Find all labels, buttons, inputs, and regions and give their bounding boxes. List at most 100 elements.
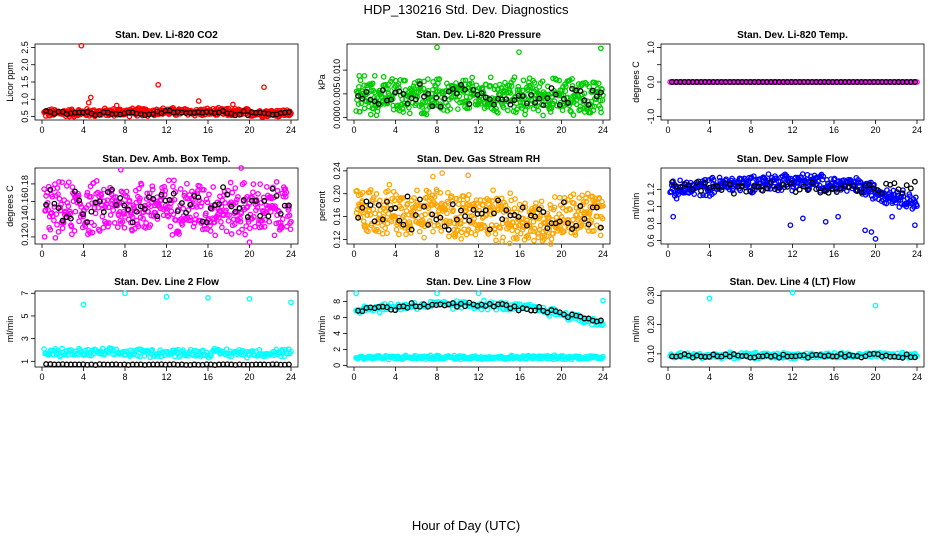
x-tick-label: 16 [829, 372, 839, 382]
data-point [461, 87, 467, 94]
data-point [55, 191, 61, 197]
overlay-point [47, 186, 54, 193]
overlay-point [72, 188, 78, 195]
overlay-point [141, 206, 148, 213]
outlier-point [353, 290, 359, 297]
data-point [514, 235, 520, 242]
data-point [203, 196, 210, 203]
data-point [691, 191, 698, 197]
data-point [447, 218, 454, 225]
overlay-point [43, 201, 50, 208]
x-tick-label: 12 [787, 249, 797, 259]
data-point [234, 196, 240, 203]
data-point [51, 217, 57, 224]
data-point [403, 208, 410, 214]
data-point [512, 223, 519, 230]
data-point [56, 179, 62, 185]
data-point [514, 106, 520, 113]
data-point [204, 199, 211, 206]
data-point [58, 201, 64, 208]
data-point [286, 212, 293, 219]
data-point [241, 180, 247, 186]
data-point [47, 226, 54, 233]
data-point [437, 189, 444, 196]
data-point [468, 229, 475, 236]
overlay-point [375, 202, 382, 209]
data-point [600, 203, 606, 209]
overlay-point [240, 108, 247, 115]
data-point [425, 76, 431, 82]
x-tick-label: 0 [39, 372, 44, 382]
data-point [407, 230, 414, 236]
data-point [547, 241, 554, 247]
overlay-point [392, 307, 399, 314]
data-point [258, 223, 265, 230]
data-point [54, 221, 60, 228]
overlay-point [466, 217, 473, 224]
data-point [406, 221, 413, 227]
data-point [64, 199, 71, 206]
data-point [570, 112, 577, 118]
data-point [438, 228, 445, 234]
data-point [593, 80, 599, 86]
data-point [288, 348, 294, 355]
x-tick-label: 8 [748, 249, 753, 259]
overlay-point [523, 222, 530, 229]
data-point [454, 304, 461, 311]
overlay-point [577, 88, 584, 94]
overlay-point [429, 211, 436, 218]
overlay-point [285, 202, 292, 209]
data-point [716, 174, 723, 181]
overlay-point [776, 354, 783, 361]
data-point [254, 204, 261, 211]
data-point [406, 110, 413, 117]
overlay-point [796, 186, 803, 193]
data-point [700, 192, 706, 198]
y-axis-label: percent [317, 190, 327, 221]
x-tick-label: 20 [870, 125, 880, 135]
outlier-point [434, 44, 440, 51]
data-point [354, 187, 360, 194]
data-point [59, 179, 65, 186]
data-point [66, 347, 72, 354]
outlier-point [598, 45, 604, 52]
data-point [547, 202, 554, 208]
data-point [80, 213, 87, 220]
data-point [357, 108, 363, 115]
data-point [595, 80, 602, 87]
overlay-point [384, 304, 390, 311]
overlay-point [837, 185, 844, 192]
data-point [426, 189, 432, 195]
outlier-point [789, 289, 796, 296]
overlay-point [585, 221, 592, 228]
data-point [167, 223, 174, 230]
y-tick-label: -1.0 [646, 109, 656, 125]
data-point [196, 183, 203, 190]
overlay-point [903, 351, 910, 358]
overlay-point [544, 95, 551, 102]
x-tick-label: 16 [203, 125, 213, 135]
overlay-point [466, 101, 473, 107]
overlay-point [76, 197, 83, 204]
data-point [914, 203, 920, 209]
y-axis-label: ml/min [5, 316, 15, 343]
y-tick-label: 0.10 [646, 345, 656, 363]
outlier-point [670, 213, 677, 220]
outlier-point [872, 236, 879, 242]
data-point [206, 191, 212, 198]
panel-4: Stan. Dev. Amb. Box Temp. 0 4 8 12 16 20 24 0.12… [5, 154, 299, 259]
panel-title: Stan. Dev. Amb. Box Temp. [102, 154, 230, 165]
overlay-point [400, 91, 407, 97]
data-point [569, 76, 575, 82]
overlay-point [437, 103, 444, 110]
data-point [271, 352, 277, 359]
data-point [106, 220, 112, 226]
panel-6: Stan. Dev. Sample Flow 0 4 8 12 16 20 24 0.6 0.8 1… [631, 154, 925, 259]
shared-x-axis-label: Hour of Day (UTC) [412, 518, 520, 533]
y-tick-label: 3 [20, 336, 30, 341]
data-point [563, 83, 569, 90]
y-tick-label: 1.2 [646, 183, 656, 196]
overlay-point [899, 354, 906, 361]
data-point [59, 225, 66, 232]
data-point [393, 192, 399, 198]
